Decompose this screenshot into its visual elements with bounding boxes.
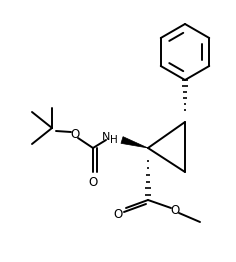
Text: O: O (88, 176, 98, 188)
Text: H: H (110, 135, 118, 145)
Text: O: O (70, 128, 80, 141)
Text: O: O (170, 204, 180, 216)
Text: O: O (113, 208, 123, 221)
Text: N: N (102, 132, 110, 142)
Polygon shape (121, 137, 148, 148)
